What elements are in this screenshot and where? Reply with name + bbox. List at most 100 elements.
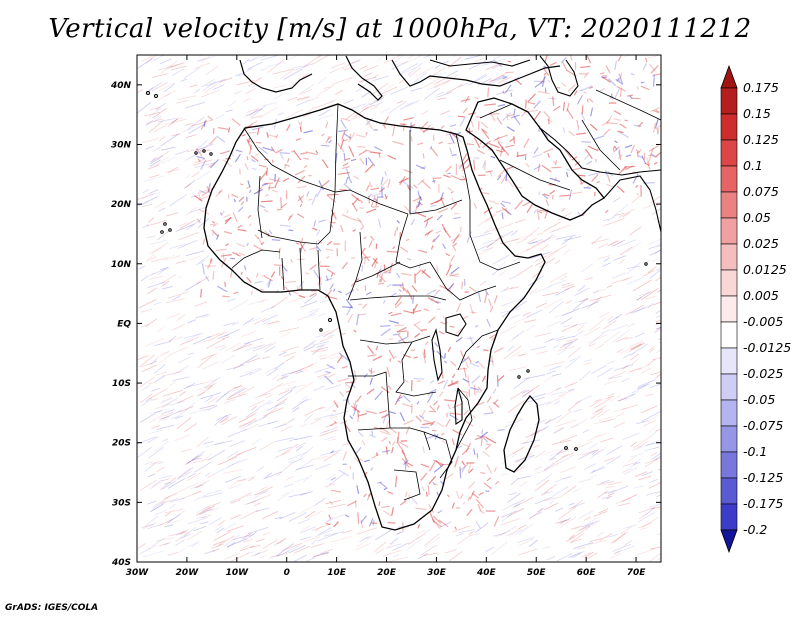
velocity-streak <box>562 308 580 317</box>
velocity-streak <box>183 382 196 390</box>
velocity-streak <box>179 529 188 535</box>
velocity-streak <box>566 108 574 120</box>
velocity-streak <box>365 149 371 152</box>
velocity-streak <box>463 419 474 427</box>
velocity-streak <box>375 548 385 555</box>
velocity-streak <box>145 119 154 127</box>
velocity-streak <box>547 244 568 256</box>
velocity-streak <box>426 492 428 497</box>
velocity-streak <box>139 412 156 423</box>
velocity-streak <box>431 179 436 183</box>
velocity-streak <box>193 158 205 164</box>
velocity-streak <box>279 153 285 160</box>
velocity-streak <box>450 266 460 275</box>
velocity-streak <box>268 178 281 183</box>
velocity-streak <box>622 461 638 467</box>
velocity-streak <box>184 281 201 292</box>
velocity-streak <box>612 329 631 343</box>
velocity-streak <box>370 522 378 524</box>
velocity-streak <box>598 416 612 421</box>
velocity-streak <box>634 332 645 338</box>
lon-tick-label: 60E <box>577 568 597 578</box>
velocity-streak <box>381 505 390 508</box>
velocity-streak <box>185 150 204 161</box>
velocity-streak <box>513 466 526 474</box>
velocity-streak <box>477 242 494 251</box>
velocity-streak <box>272 68 294 75</box>
velocity-streak <box>580 520 598 531</box>
velocity-streak <box>387 521 396 524</box>
velocity-streak <box>572 542 594 549</box>
velocity-streak <box>565 299 572 305</box>
velocity-streak <box>581 85 593 91</box>
velocity-streak <box>569 55 573 61</box>
velocity-streak <box>501 311 511 318</box>
velocity-streak <box>342 166 350 169</box>
map-frame <box>136 54 662 563</box>
velocity-streak <box>511 351 520 358</box>
velocity-streak <box>519 352 528 357</box>
velocity-streak <box>645 157 651 166</box>
velocity-streak <box>468 75 488 86</box>
velocity-streak <box>443 227 451 239</box>
velocity-streak <box>517 186 522 189</box>
velocity-streak <box>379 430 392 436</box>
velocity-streak <box>198 383 215 397</box>
velocity-streak <box>369 434 376 438</box>
velocity-streak <box>436 421 445 428</box>
velocity-streak <box>608 316 619 324</box>
velocity-streak <box>501 472 509 476</box>
velocity-streak <box>461 442 471 448</box>
velocity-streak <box>458 161 466 170</box>
velocity-streak <box>288 438 297 442</box>
velocity-streak <box>349 133 352 140</box>
velocity-streak <box>280 369 302 377</box>
velocity-streak <box>461 164 471 172</box>
velocity-streak <box>621 494 638 502</box>
velocity-streak <box>550 449 563 460</box>
velocity-streak <box>466 508 473 517</box>
velocity-streak <box>299 241 303 248</box>
velocity-streak <box>152 55 165 62</box>
velocity-streak <box>649 147 655 156</box>
velocity-streak <box>577 324 585 332</box>
velocity-streak <box>613 364 634 371</box>
velocity-streak <box>295 381 314 395</box>
velocity-streak <box>137 57 153 69</box>
colorbar-label: 0.025 <box>743 236 779 251</box>
velocity-streak <box>655 428 661 432</box>
velocity-streak <box>216 413 232 421</box>
velocity-streak <box>336 403 339 408</box>
velocity-streak <box>237 228 247 232</box>
velocity-streak <box>561 452 575 458</box>
velocity-streak <box>296 213 305 219</box>
velocity-streak <box>552 454 569 465</box>
velocity-streak <box>174 539 185 547</box>
velocity-streak <box>402 403 413 408</box>
velocity-streak <box>478 362 485 369</box>
velocity-streak <box>263 472 273 480</box>
velocity-streak <box>501 206 510 215</box>
velocity-streak <box>486 443 490 446</box>
velocity-streak <box>248 368 262 376</box>
velocity-streak <box>202 479 210 486</box>
velocity-streak <box>410 55 423 61</box>
velocity-streak <box>646 442 656 446</box>
velocity-streak <box>489 75 509 82</box>
velocity-streak <box>633 124 642 127</box>
velocity-streak <box>297 287 303 291</box>
velocity-streak <box>245 317 261 324</box>
velocity-streak <box>422 446 425 454</box>
velocity-streak <box>223 213 231 219</box>
velocity-streak <box>654 248 661 255</box>
velocity-streak <box>321 159 329 169</box>
velocity-streak <box>584 359 593 362</box>
velocity-streak <box>550 391 566 396</box>
velocity-streak <box>187 517 209 525</box>
velocity-streak <box>474 96 479 100</box>
velocity-streak <box>233 198 237 203</box>
velocity-streak <box>652 122 656 133</box>
velocity-streak <box>362 252 370 262</box>
velocity-streak <box>262 407 277 419</box>
velocity-streak <box>630 458 641 468</box>
